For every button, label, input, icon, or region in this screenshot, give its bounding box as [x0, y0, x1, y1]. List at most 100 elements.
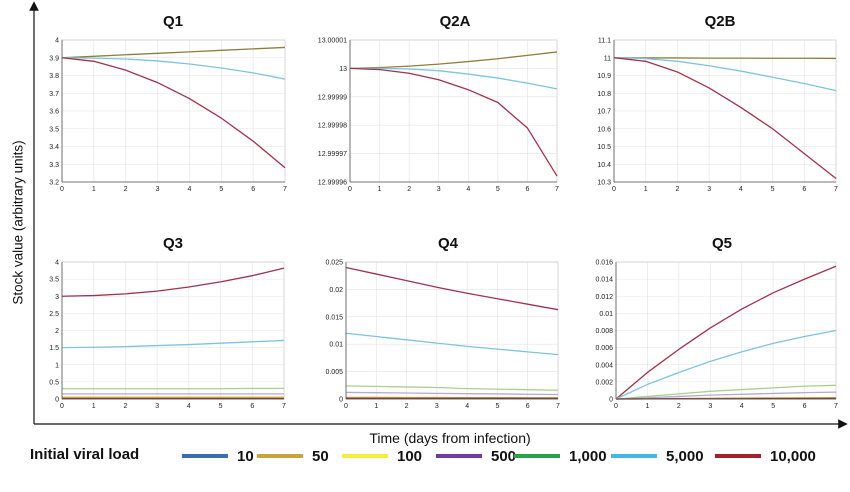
chart-q1-y-tick-label: 3.6: [49, 109, 59, 116]
chart-q2a-y-tick-label: 12.99996: [318, 180, 347, 187]
chart-q4-title: Q4: [438, 235, 459, 252]
figure-x-axis-label: Time (days from infection): [369, 430, 531, 446]
chart-q5-x-tick-label: 5: [771, 403, 775, 410]
chart-q1-x-tick-label: 1: [92, 186, 96, 193]
chart-q2a-y-tick-label: 12.99998: [318, 123, 347, 130]
chart-q2b-y-tick-label: 10.9: [597, 73, 611, 80]
chart-q3-x-tick-label: 4: [187, 403, 191, 410]
chart-q2b-y-tick-label: 10.3: [597, 180, 611, 187]
chart-q2b-y-tick-label: 10.5: [597, 144, 611, 151]
chart-q5-y-tick-label: 0.002: [595, 379, 613, 386]
legend-swatch-50: [257, 454, 303, 458]
chart-q1-y-tick-label: 4: [55, 38, 59, 45]
chart-q3-y-tick-label: 0: [55, 397, 59, 404]
chart-q5-y-tick-label: 0.004: [595, 362, 613, 369]
chart-q4-y-tick-label: 0.02: [329, 287, 343, 294]
chart-q2a-series-line-0: [349, 51, 558, 70]
chart-q5-x-tick-label: 1: [645, 403, 649, 410]
chart-q2a-title: Q2A: [440, 13, 471, 30]
chart-q4-series-line-1: [345, 332, 559, 356]
chart-q2a-x-tick-label: 7: [555, 186, 559, 193]
chart-q2b-x-tick-label: 7: [834, 186, 838, 193]
chart-q2b-x-tick-label: 2: [675, 186, 679, 193]
legend-label-50: 50: [312, 447, 329, 465]
chart-q2b-y-tick-label: 10.6: [597, 126, 611, 133]
chart-q4-x-tick-label: 5: [495, 403, 499, 410]
chart-q3-series-line-1: [61, 339, 285, 349]
chart-panels: 0 1 2 3 4 5 6 7 4 3.9 3.8 3.7 3.6 3.5 3.4 3.3 3.2 Q1 0 1 2 3 4…: [49, 13, 838, 410]
chart-q5-series-line-3: [615, 391, 837, 400]
chart-q2b-y-tick-label: 10.8: [597, 91, 611, 98]
chart-q3-y-tick-label: 1: [55, 362, 59, 369]
chart-q3-y-tick-label: 3.5: [49, 277, 59, 284]
chart-q2a-y-tick-label: 13.00001: [318, 38, 347, 45]
chart-q4-series-line-0: [345, 266, 559, 311]
legend-swatch-10000: [715, 454, 761, 458]
chart-q4-series-line-3: [345, 391, 559, 396]
legend-swatch-100: [342, 454, 388, 458]
chart-q2a-x-tick-label: 5: [496, 186, 500, 193]
chart-q2a-x-tick-label: 6: [525, 186, 529, 193]
chart-q5-panel: 0 1 2 3 4 5 6 7 0.016 0.014 0.012 0.01 0.008 0.006 0.0…: [595, 235, 838, 410]
chart-q5-y-tick-label: 0: [609, 397, 613, 404]
legend-label-10: 10: [237, 447, 254, 465]
chart-q4-plot-area: [345, 261, 559, 400]
chart-q2b-x-tick-label: 1: [644, 186, 648, 193]
chart-q4-x-tick-label: 4: [465, 403, 469, 410]
chart-q5-y-tick-label: 0.006: [595, 345, 613, 352]
chart-q2b-y-tick-label: 11.1: [598, 38, 611, 45]
chart-q2b-x-tick-label: 6: [802, 186, 806, 193]
chart-q5-y-tick-label: 0.008: [595, 328, 613, 335]
chart-q3-x-tick-label: 5: [219, 403, 223, 410]
chart-q2b-x-tick-label: 3: [707, 186, 711, 193]
chart-q2b-y-tick-label: 10.7: [597, 109, 611, 116]
legend-swatch-1000: [514, 454, 560, 458]
chart-q5-series-line-0: [615, 265, 837, 400]
chart-q3-y-tick-label: 2.5: [49, 311, 59, 318]
chart-q2a-y-tick-label: 12.99999: [318, 94, 347, 101]
chart-q2a-x-tick-label: 3: [437, 186, 441, 193]
legend-label-10000: 10,000: [770, 447, 816, 465]
chart-q4-series-line-2: [345, 385, 559, 391]
chart-q1-y-tick-label: 3.2: [49, 180, 59, 187]
chart-q5-y-tick-label: 0.012: [595, 294, 613, 301]
chart-q2a-series-line-2: [349, 67, 558, 177]
chart-q3-y-tick-label: 4: [55, 260, 59, 267]
chart-q2b-y-tick-label: 11: [604, 55, 611, 62]
legend-label-500: 500: [491, 447, 517, 465]
legend-title: Initial viral load: [30, 446, 140, 463]
chart-q2b-x-tick-label: 4: [739, 186, 743, 193]
chart-q1-x-tick-label: 7: [283, 186, 287, 193]
chart-q4-y-tick-label: 0.015: [325, 314, 343, 321]
chart-q1-series-line-0: [61, 46, 286, 59]
chart-q2b-series-line-0: [613, 57, 837, 60]
chart-q1-y-tick-label: 3.8: [49, 73, 59, 80]
chart-q4-x-tick-label: 7: [556, 403, 560, 410]
legend-item-500: 500: [436, 446, 516, 466]
chart-q1-x-tick-label: 5: [219, 186, 223, 193]
chart-q2a-x-tick-label: 4: [466, 186, 470, 193]
chart-q2b-y-tick-label: 10.4: [597, 162, 611, 169]
chart-q3-x-tick-label: 1: [92, 403, 96, 410]
chart-q5-x-tick-label: 4: [740, 403, 744, 410]
chart-q1-title: Q1: [163, 13, 183, 30]
chart-q3-x-tick-label: 0: [60, 403, 64, 410]
chart-q1-y-tick-label: 3.5: [49, 126, 59, 133]
chart-q4-panel: 0 1 2 3 4 5 6 7 0.025 0.02 0.015 0.01 0.005 0 Q4: [325, 235, 560, 410]
chart-q2a-series-line-1: [350, 67, 558, 90]
chart-q4-y-tick-label: 0.025: [325, 260, 343, 267]
chart-q2a-x-tick-label: 2: [407, 186, 411, 193]
chart-q2a-y-tick-label: 13: [339, 66, 347, 73]
chart-q2a-x-tick-label: 0: [348, 186, 352, 193]
chart-q3-y-tick-label: 2: [55, 328, 59, 335]
chart-q1-y-tick-label: 3.7: [49, 91, 59, 98]
figure-y-axis-label: Stock value (arbitrary units): [10, 140, 26, 305]
chart-q3-x-tick-label: 6: [250, 403, 254, 410]
chart-q2b-series-line-1: [613, 57, 837, 92]
chart-q4-x-tick-label: 6: [526, 403, 530, 410]
chart-q4-x-tick-label: 0: [344, 403, 348, 410]
legend-item-5000: 5,000: [611, 446, 704, 466]
chart-q5-title: Q5: [712, 235, 732, 252]
chart-q3-panel: 0 1 2 3 4 5 6 7 4 3.5 3 2.5 2 1.5 1 0.5 0 Q3: [49, 235, 286, 410]
